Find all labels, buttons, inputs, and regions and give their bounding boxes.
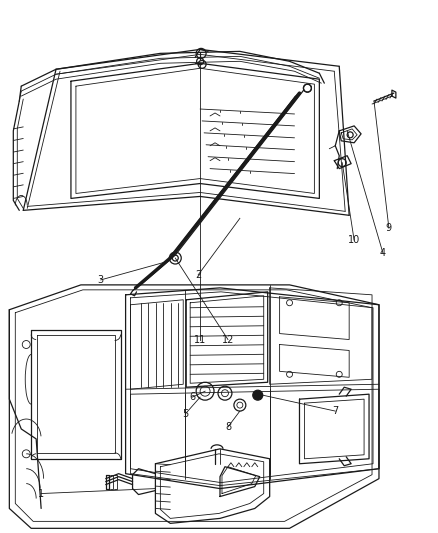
Text: 4: 4 xyxy=(380,248,386,258)
Circle shape xyxy=(304,84,311,92)
Circle shape xyxy=(253,390,263,400)
Text: 3: 3 xyxy=(98,275,104,285)
Text: 2: 2 xyxy=(195,270,201,280)
Text: 7: 7 xyxy=(332,406,339,416)
Text: 5: 5 xyxy=(182,409,188,419)
Text: 6: 6 xyxy=(189,392,195,402)
Text: 1: 1 xyxy=(38,489,44,498)
Text: 9: 9 xyxy=(386,223,392,233)
Text: 11: 11 xyxy=(194,335,206,344)
Text: 8: 8 xyxy=(225,422,231,432)
Text: 12: 12 xyxy=(222,335,234,344)
Text: 10: 10 xyxy=(348,235,360,245)
